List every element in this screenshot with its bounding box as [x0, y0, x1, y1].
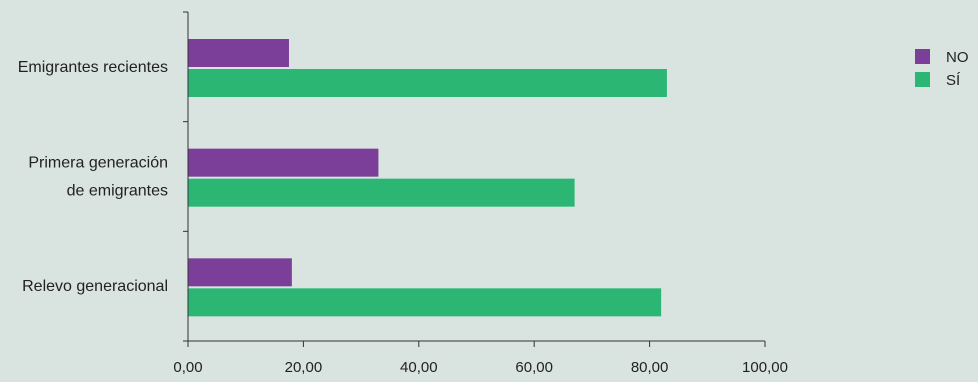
bars-group: [188, 39, 667, 317]
axes-group: [183, 11, 765, 342]
bar-s-1: [188, 178, 575, 207]
bar-no-2: [188, 258, 292, 287]
bar-s-2: [188, 288, 662, 317]
legend-swatch: [915, 49, 930, 64]
x-axis-ticks: 0,00 20,00 40,00 60,00 80,00 100,00: [173, 341, 788, 376]
category-labels: Emigrantes recientes Primera generación de…: [18, 59, 168, 295]
x-tick-label: 60,00: [515, 359, 553, 376]
category-label: Emigrantes recientes: [18, 59, 168, 76]
category-label: Relevo generacional: [22, 278, 168, 295]
legend: NO SÍ: [915, 49, 969, 89]
legend-label: NO: [946, 49, 969, 66]
bar-no-0: [188, 39, 289, 67]
x-tick-label: 80,00: [631, 359, 669, 376]
legend-label: SÍ: [946, 72, 961, 89]
x-tick-label: 100,00: [742, 359, 788, 376]
bar-s-0: [188, 69, 667, 97]
x-tick-label: 0,00: [173, 359, 202, 376]
bar-no-1: [188, 148, 379, 177]
x-tick-label: 40,00: [400, 359, 438, 376]
x-tick-label: 20,00: [285, 359, 323, 376]
category-label: de emigrantes: [67, 183, 168, 200]
legend-swatch: [915, 72, 930, 87]
category-label: Primera generación: [28, 155, 168, 172]
